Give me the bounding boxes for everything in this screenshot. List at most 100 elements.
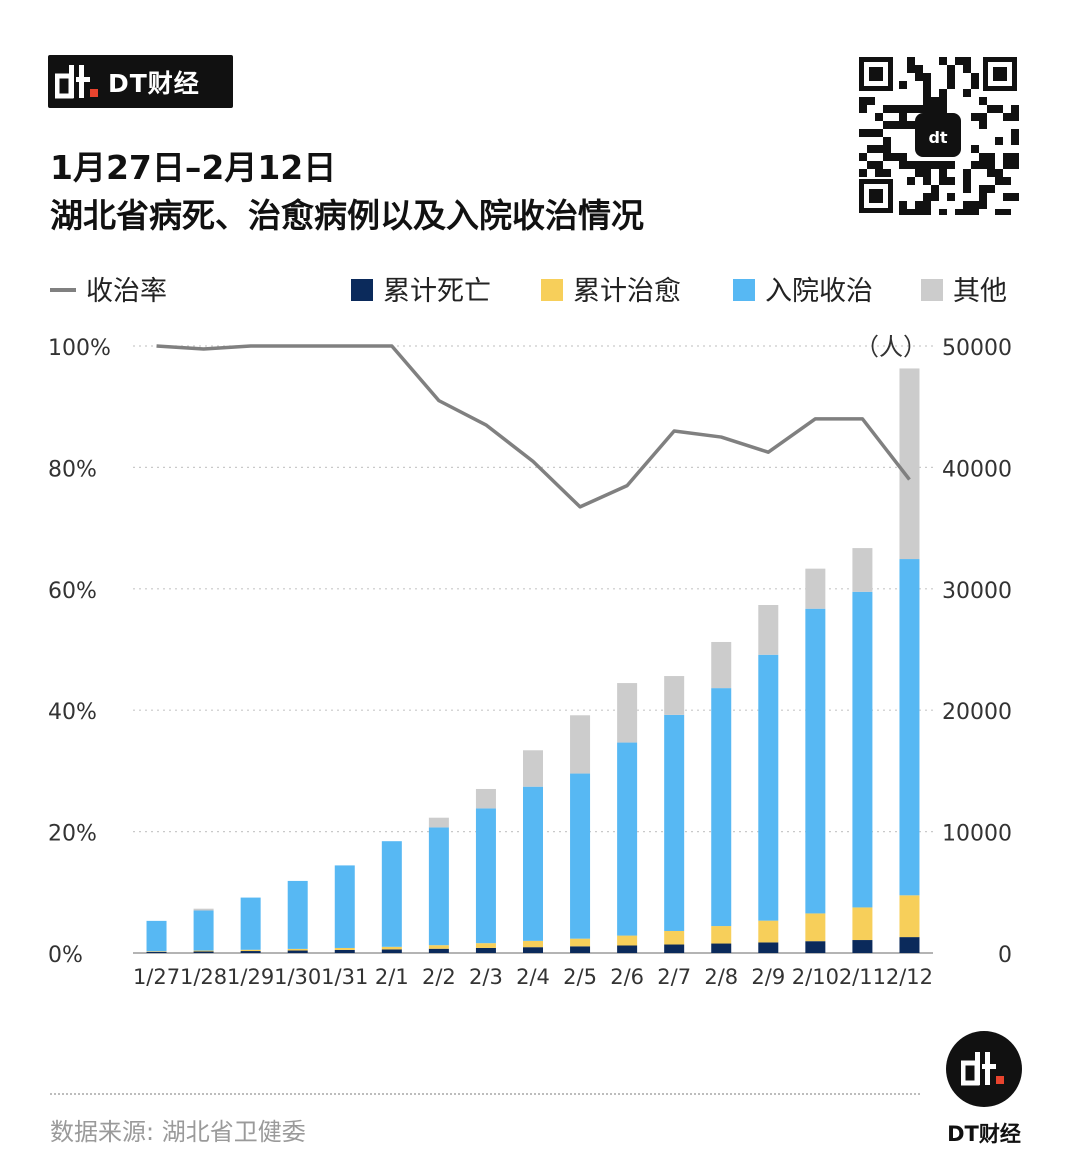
bar-segment [570, 938, 591, 947]
bar-segment [617, 683, 638, 743]
bar-segment [193, 951, 214, 953]
x-tick-label: 2/10 [792, 965, 839, 989]
x-tick-label: 2/2 [422, 965, 456, 989]
bar-segment [758, 604, 779, 655]
x-tick-label: 1/28 [180, 965, 227, 989]
legend-swatch [921, 279, 943, 301]
bar-segment [193, 910, 214, 951]
bar-segment [334, 947, 355, 950]
left-tick-label: 40% [48, 700, 97, 725]
bar-segment [287, 950, 308, 953]
x-tick-label: 2/8 [704, 965, 738, 989]
legend-swatch [541, 279, 563, 301]
bar-segment [758, 654, 779, 921]
x-tick-label: 2/11 [839, 965, 886, 989]
left-tick-label: 60% [48, 579, 97, 604]
right-tick-label: 0 [998, 943, 1012, 968]
bar-segment [570, 715, 591, 774]
legend-label: 其他 [953, 276, 1007, 307]
bar-segment [287, 948, 308, 951]
bar-segment [805, 941, 826, 953]
dt-logo-icon [48, 55, 108, 108]
bar-segment [617, 742, 638, 936]
bar-segment [711, 641, 732, 689]
svg-text:dt: dt [928, 128, 947, 147]
bar-segment [852, 591, 873, 908]
bar-segment [570, 946, 591, 953]
legend-label: 收治率 [86, 276, 167, 307]
bar-segment [523, 940, 543, 948]
bar-segment [523, 947, 543, 953]
bar-segment [475, 808, 496, 944]
bar-segment [146, 951, 167, 952]
bar-segment [523, 786, 543, 941]
x-tick-label: 1/30 [274, 965, 321, 989]
bar-segment [334, 865, 355, 948]
right-axis-unit: （人） [855, 333, 927, 361]
bar-segment [664, 676, 685, 715]
bar-segment [664, 944, 685, 953]
bar-segment [193, 908, 214, 911]
bar-segment [193, 950, 214, 952]
bar-segment [711, 926, 732, 944]
legend-label: 累计治愈 [573, 276, 681, 307]
legend-label: 入院收治 [765, 276, 873, 307]
left-tick-label: 20% [48, 822, 97, 847]
bar-segment [617, 935, 638, 946]
bar-segment [475, 788, 496, 809]
data-source: 数据来源: 湖北省卫健委 [50, 1118, 306, 1146]
right-tick-label: 10000 [942, 822, 1012, 847]
rate-line [156, 344, 911, 509]
bar-segment [711, 943, 732, 953]
footer-logo-text: DT财经 [947, 1122, 1021, 1146]
qr-code-icon: dt [857, 55, 1019, 217]
brand-badge: DT财经 [48, 55, 233, 108]
bar-segment [899, 368, 920, 560]
bar-segment [805, 568, 826, 609]
bar-segment [428, 817, 449, 828]
bar-segment [664, 930, 685, 945]
bar-segment [381, 946, 402, 950]
left-tick-label: 80% [48, 457, 97, 482]
bar-segment [805, 608, 826, 914]
bar-segment [852, 548, 873, 592]
legend-swatch [351, 279, 373, 301]
bar-segment [523, 750, 543, 787]
x-tick-label: 1/31 [321, 965, 368, 989]
right-tick-label: 40000 [942, 457, 1012, 482]
chart-title-line2: 湖北省病死、治愈病例以及入院收治情况 [50, 196, 644, 235]
bar-segment [287, 880, 308, 949]
bar-segment [240, 949, 261, 952]
bar-segment [381, 841, 402, 947]
footer-divider [50, 1093, 920, 1095]
x-tick-label: 2/7 [657, 965, 691, 989]
bar-segment [711, 688, 732, 927]
bar-segment [805, 913, 826, 942]
bar-segment [899, 937, 920, 953]
x-tick-label: 2/5 [563, 965, 597, 989]
right-tick-label: 50000 [942, 336, 1012, 361]
x-tick-label: 1/27 [133, 965, 180, 989]
bar-segment [758, 942, 779, 953]
x-tick-label: 2/12 [886, 965, 933, 989]
bar-segment [381, 949, 402, 953]
bar-segment [899, 895, 920, 938]
legend-swatch [733, 279, 755, 301]
bar-segment [146, 951, 167, 953]
bar-segment [852, 940, 873, 953]
left-tick-label: 100% [48, 336, 111, 361]
bar-segment [428, 948, 449, 953]
x-tick-label: 2/3 [469, 965, 503, 989]
x-tick-label: 1/29 [227, 965, 274, 989]
brand-name: DT财经 [108, 68, 200, 98]
stacked-bar-line-chart: 0% 0 20% 10000 40% 20000 60% 30000 80% 40000 100% 5… [48, 276, 1012, 989]
bar-segment [852, 907, 873, 941]
bar-segment [428, 945, 449, 949]
bar-segment [899, 559, 920, 896]
legend-label: 累计死亡 [383, 276, 491, 307]
bar-segment [617, 945, 638, 953]
left-tick-label: 0% [48, 943, 83, 968]
x-tick-label: 2/1 [375, 965, 409, 989]
bar-segment [240, 951, 261, 953]
bar-segment [240, 897, 261, 950]
